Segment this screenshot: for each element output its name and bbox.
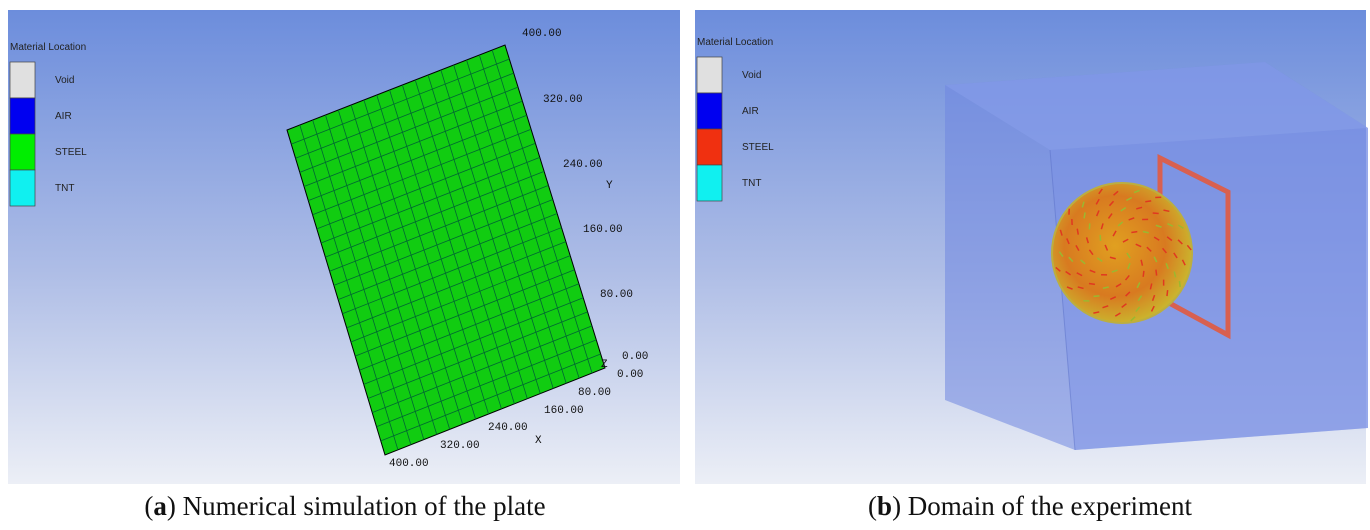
- y-tick-label: 320.00: [543, 94, 583, 106]
- figure: Material Location Void AIR STEEL TNT 400.00…: [0, 0, 1370, 530]
- fragment: [1167, 290, 1168, 296]
- legend-title: Material Location: [10, 42, 86, 53]
- legend-label: TNT: [742, 178, 761, 189]
- caption: (a) Numerical simulation of the plate: [144, 491, 545, 521]
- legend-label: STEEL: [55, 147, 87, 158]
- fragment: [1084, 212, 1085, 218]
- legend-swatch: [697, 57, 722, 93]
- z-axis-label: Z: [601, 359, 608, 371]
- legend-label: TNT: [55, 183, 74, 194]
- legend-label: STEEL: [742, 142, 774, 153]
- legend-swatch: [697, 165, 722, 201]
- legend-swatch: [697, 93, 722, 129]
- x-tick-label: 160.00: [544, 405, 584, 417]
- x-tick-label: 0.00: [617, 369, 643, 381]
- y-tick-label: 80.00: [600, 289, 633, 301]
- caption-open: (: [144, 491, 153, 521]
- y-tick-label: 0.00: [622, 351, 648, 363]
- legend-title: Material Location: [697, 37, 773, 48]
- legend-swatch: [10, 98, 35, 134]
- fragment: [1156, 270, 1157, 276]
- x-tick-label: 320.00: [440, 440, 480, 452]
- caption-text: ) Numerical simulation of the plate: [167, 491, 546, 521]
- x-tick-label: 400.00: [389, 458, 429, 470]
- caption-text: ) Domain of the experiment: [892, 491, 1192, 521]
- y-axis-label: Y: [606, 180, 613, 192]
- tnt-sphere: [1052, 183, 1192, 323]
- legend-swatch: [697, 129, 722, 165]
- x-tick-label: 80.00: [578, 387, 611, 399]
- y-tick-label: 240.00: [563, 159, 603, 171]
- fragment: [1089, 284, 1095, 285]
- caption-label: b: [877, 491, 892, 521]
- legend-swatch: [10, 134, 35, 170]
- caption: (b) Domain of the experiment: [868, 491, 1192, 521]
- legend-swatch: [10, 62, 35, 98]
- fragment: [1153, 213, 1159, 214]
- y-tick-label: 160.00: [583, 224, 623, 236]
- caption-label: a: [153, 491, 167, 521]
- legend-label: AIR: [742, 106, 759, 117]
- y-tick-label: 400.00: [522, 28, 562, 40]
- legend-label: AIR: [55, 111, 72, 122]
- fragment: [1145, 201, 1151, 202]
- legend-swatch: [10, 170, 35, 206]
- caption-open: (: [868, 491, 877, 521]
- fragment: [1179, 281, 1180, 287]
- x-axis-label: X: [535, 435, 542, 447]
- fragment: [1143, 271, 1144, 277]
- x-tick-label: 240.00: [488, 422, 528, 434]
- legend-label: Void: [55, 75, 74, 86]
- legend-label: Void: [742, 70, 761, 81]
- fragment: [1131, 232, 1137, 233]
- fragment: [1093, 296, 1099, 297]
- fragment: [1077, 229, 1078, 235]
